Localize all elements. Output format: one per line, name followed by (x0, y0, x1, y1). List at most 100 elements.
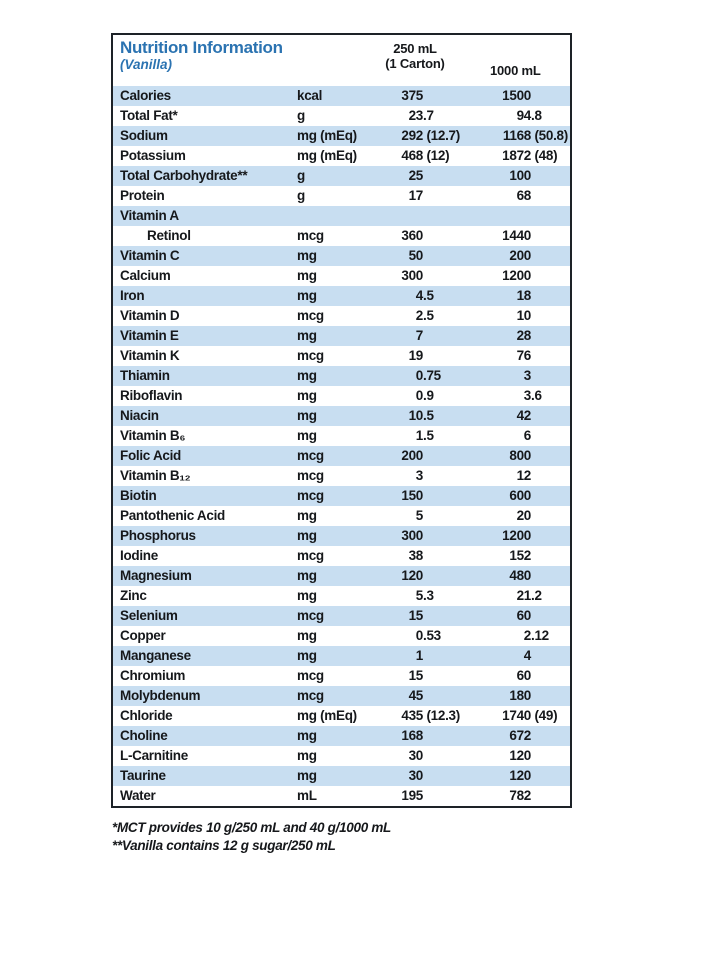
table-row: Zinc mg 5.3 21.2 (113, 586, 570, 606)
row-value-250ml: 435 (12.3) (401, 708, 460, 723)
row-label: Vitamin D (120, 308, 180, 323)
row-label: Vitamin E (120, 328, 179, 343)
row-value-1000ml (493, 206, 570, 226)
table-row: Copper mg 0.53 2.12 (113, 626, 570, 646)
row-label: L-Carnitine (120, 748, 188, 763)
row-value-1000ml: 1168 (50.8) (502, 128, 568, 143)
row-value-250ml: 2.5 (415, 308, 434, 323)
row-unit: mg (297, 728, 317, 743)
row-value-1000ml: 1500 (502, 88, 531, 103)
row-label: Taurine (120, 768, 166, 783)
row-label: Vitamin K (120, 348, 180, 363)
row-value-1000ml: 3 (523, 368, 532, 383)
table-row: L-Carnitine mg 30 120 (113, 746, 570, 766)
row-value-250ml: 1 (415, 648, 424, 663)
row-label: Chromium (120, 668, 186, 683)
table-subtitle: (Vanilla) (120, 57, 173, 72)
row-unit: mg (297, 288, 317, 303)
table-row: Chromium mcg 15 60 (113, 666, 570, 686)
table-row: Taurine mg 30 120 (113, 766, 570, 786)
table-row: Iodine mcg 38 152 (113, 546, 570, 566)
row-unit: mg (297, 508, 317, 523)
row-value-1000ml: 76 (516, 348, 532, 363)
row-value-1000ml: 3.6 (523, 388, 542, 403)
row-value-1000ml: 480 (509, 568, 531, 583)
row-unit: mg (297, 648, 317, 663)
row-value-1000ml: 18 (516, 288, 532, 303)
row-label: Magnesium (120, 568, 192, 583)
row-value-1000ml: 800 (509, 448, 531, 463)
row-label: Vitamin A (120, 208, 179, 223)
row-label: Total Carbohydrate** (120, 168, 248, 183)
row-value-250ml: 38 (408, 548, 424, 563)
row-unit: kcal (297, 88, 323, 103)
row-unit: mg (297, 248, 317, 263)
row-value-250ml: 168 (401, 728, 423, 743)
row-value-1000ml: 672 (509, 728, 531, 743)
row-label: Iodine (120, 548, 158, 563)
row-label: Retinol (147, 228, 191, 243)
row-value-1000ml: 6 (523, 428, 532, 443)
row-label: Total Fat* (120, 108, 178, 123)
table-row: Vitamin C mg 50 200 (113, 246, 570, 266)
table-row: Manganese mg 1 4 (113, 646, 570, 666)
row-label: Phosphorus (120, 528, 196, 543)
row-value-250ml: 30 (408, 748, 424, 763)
row-unit: mg (297, 768, 317, 783)
row-value-250ml: 17 (408, 188, 424, 203)
table-row: Niacin mg 10.5 42 (113, 406, 570, 426)
table-row: Chloride mg (mEq) 435 (12.3) 1740 (49) (113, 706, 570, 726)
footnote-mct: *MCT provides 10 g/250 mL and 40 g/1000 … (112, 820, 392, 835)
row-unit: mcg (297, 228, 324, 243)
column-header-1000ml: 1000 mL (490, 63, 541, 78)
table-header: Nutrition Information (Vanilla) 250 mL (… (113, 35, 570, 86)
row-value-1000ml: 1740 (49) (502, 708, 558, 723)
row-value-250ml: 4.5 (415, 288, 434, 303)
row-value-1000ml: 1440 (502, 228, 531, 243)
row-value-250ml: 120 (401, 568, 423, 583)
row-value-1000ml: 60 (516, 668, 532, 683)
row-value-250ml: 1.5 (415, 428, 434, 443)
row-value-250ml: 3 (415, 468, 424, 483)
table-row: Magnesium mg 120 480 (113, 566, 570, 586)
row-value-250ml: 30 (408, 768, 424, 783)
row-value-1000ml: 20 (516, 508, 532, 523)
row-label: Folic Acid (120, 448, 182, 463)
column-header-250ml-line2: (1 Carton) (385, 56, 445, 71)
row-label: Niacin (120, 408, 159, 423)
row-value-250ml: 0.9 (415, 388, 434, 403)
row-value-250ml (381, 206, 493, 226)
row-value-250ml: 23.7 (408, 108, 434, 123)
table-row: Calories kcal 375 1500 (113, 86, 570, 106)
row-label: Vitamin B₆ (120, 428, 186, 443)
row-unit: g (297, 108, 305, 123)
row-unit: mcg (297, 468, 324, 483)
row-label: Chloride (120, 708, 173, 723)
row-value-1000ml: 100 (509, 168, 531, 183)
row-value-1000ml: 200 (509, 248, 531, 263)
table-row: Biotin mcg 150 600 (113, 486, 570, 506)
row-value-250ml: 5.3 (415, 588, 434, 603)
row-label: Riboflavin (120, 388, 183, 403)
row-value-250ml: 360 (401, 228, 423, 243)
row-value-1000ml: 600 (509, 488, 531, 503)
row-unit: mg (297, 408, 317, 423)
row-value-1000ml: 42 (516, 408, 532, 423)
table-row: Sodium mg (mEq) 292 (12.7) 1168 (50.8) (113, 126, 570, 146)
row-label: Zinc (120, 588, 147, 603)
row-unit: mg (297, 628, 317, 643)
row-value-250ml: 5 (415, 508, 424, 523)
row-unit: mcg (297, 608, 324, 623)
row-value-1000ml: 10 (516, 308, 532, 323)
table-row: Thiamin mg 0.75 3 (113, 366, 570, 386)
row-label: Thiamin (120, 368, 170, 383)
row-label: Potassium (120, 148, 186, 163)
row-label: Protein (120, 188, 165, 203)
column-header-250ml: 250 mL (1 Carton) (365, 41, 465, 71)
row-unit: mg (297, 268, 317, 283)
table-row: Calcium mg 300 1200 (113, 266, 570, 286)
row-value-1000ml: 12 (516, 468, 532, 483)
row-value-1000ml: 180 (509, 688, 531, 703)
row-value-250ml: 292 (12.7) (401, 128, 460, 143)
row-label: Iron (120, 288, 145, 303)
